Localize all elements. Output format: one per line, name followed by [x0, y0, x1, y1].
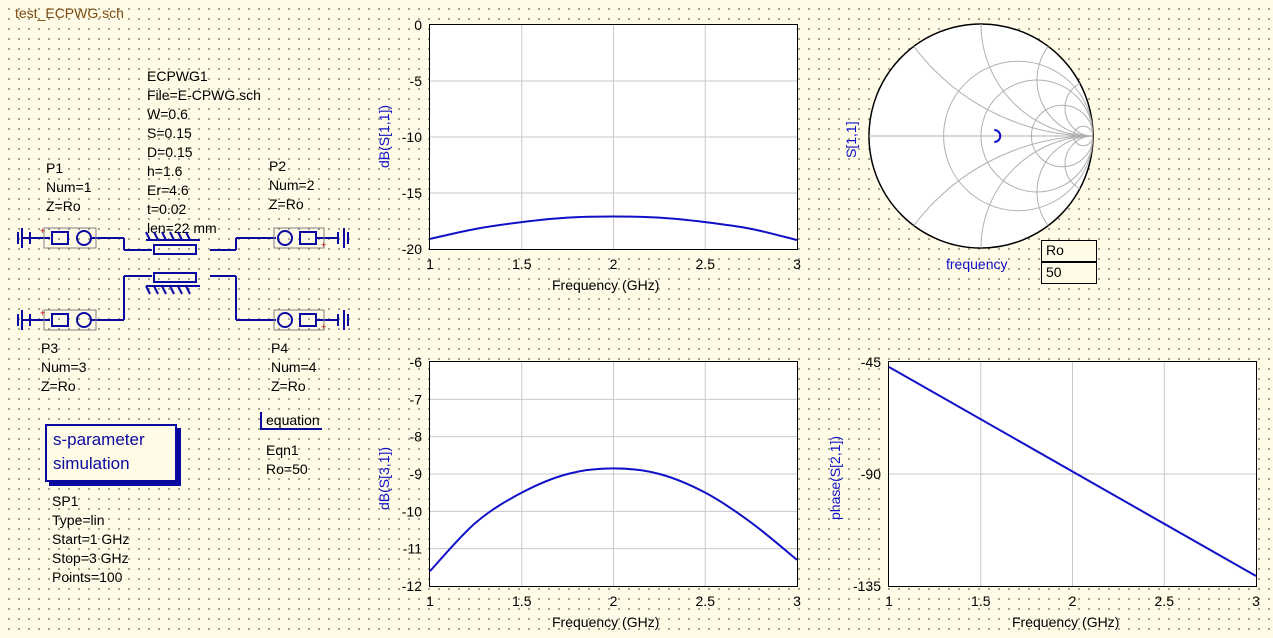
x-tick-label: 2 — [610, 256, 618, 272]
chart-s11-ylabel: dB(S[1,1]) — [376, 104, 392, 168]
sim-start: Start=1 GHz — [52, 531, 130, 547]
port-p1-label: P1 Num=1 Z=Ro — [46, 160, 92, 214]
ro-table-header: Ro — [1042, 241, 1096, 263]
component-param: File=E-CPWG.sch — [147, 87, 261, 103]
schematic-title: test_ECPWG.sch — [15, 5, 124, 21]
smith-chart[interactable] — [868, 23, 1094, 249]
sim-box-line1: s-parameter — [53, 430, 145, 449]
equation-block[interactable]: equation — [260, 412, 322, 430]
sim-type: Type=lin — [52, 512, 105, 528]
svg-text:+: + — [40, 226, 45, 236]
smith-trace — [994, 129, 1002, 143]
svg-text:+: + — [40, 308, 45, 318]
series-line — [429, 215, 798, 242]
y-tick-label: -6 — [410, 354, 423, 370]
component-param: W=0.6 — [147, 106, 188, 122]
y-tick-label: -5 — [410, 73, 423, 89]
chart-s11-db[interactable]: 1 1.5 2 2.5 3 0 -5 -10 -15 -20 — [402, 17, 801, 272]
chart-s21-ylabel: phase(S[2,1]) — [827, 435, 843, 520]
x-tick-label: 3 — [1252, 593, 1260, 609]
y-tick-label: 0 — [414, 17, 422, 33]
component-name: ECPWG1 — [147, 68, 208, 84]
x-tick-label: 3 — [793, 593, 801, 609]
x-tick-label: 2 — [610, 593, 618, 609]
port-p3-label: P3 Num=3 Z=Ro — [41, 340, 87, 394]
sim-box-line2: simulation — [53, 454, 130, 473]
x-tick-label: 2.5 — [696, 256, 716, 272]
component-param: S=0.15 — [147, 125, 192, 141]
smith-ylabel: S[1,1] — [843, 121, 859, 158]
y-tick-label: -10 — [402, 129, 422, 145]
port-p2-label: P2 Num=2 Z=Ro — [269, 158, 315, 212]
series-line — [888, 366, 1257, 577]
y-tick-label: -9 — [410, 466, 423, 482]
x-tick-label: 1 — [426, 256, 434, 272]
x-tick-label: 2.5 — [1155, 593, 1175, 609]
sparameter-simulation-block[interactable]: s-parameter simulation — [45, 424, 177, 482]
y-tick-label: -10 — [402, 503, 422, 519]
y-tick-label: -11 — [403, 541, 422, 557]
svg-text:+: + — [321, 322, 326, 332]
y-tick-label: -45 — [861, 354, 881, 370]
y-tick-label: -135 — [853, 578, 881, 594]
x-tick-label: 1.5 — [512, 256, 532, 272]
chart-s31-ylabel: dB(S[3,1]) — [376, 446, 392, 510]
x-tick-label: 2.5 — [696, 593, 716, 609]
ro-table[interactable]: Ro 50 — [1041, 240, 1097, 284]
smith-xlabel: frequency — [946, 256, 1008, 272]
y-tick-label: -12 — [402, 578, 422, 594]
component-param: Er=4.6 — [147, 182, 189, 198]
schematic-wiring: + + + + — [17, 226, 349, 332]
y-tick-label: -20 — [402, 241, 422, 257]
x-tick-label: 1 — [426, 593, 434, 609]
x-tick-label: 1.5 — [512, 593, 532, 609]
chart-s11-xlabel: Frequency (GHz) — [552, 277, 660, 293]
y-tick-label: -90 — [861, 466, 881, 482]
svg-text:+: + — [321, 240, 326, 250]
component-param: t=0.02 — [147, 201, 187, 217]
component-param: D=0.15 — [147, 144, 193, 160]
ro-table-value: 50 — [1046, 264, 1062, 280]
chart-s31-xlabel: Frequency (GHz) — [552, 614, 660, 630]
series-line — [429, 467, 798, 572]
equation-value: Ro=50 — [266, 461, 308, 477]
y-tick-label: -8 — [410, 429, 423, 445]
x-tick-label: 3 — [793, 256, 801, 272]
port-p4-label: P4 Num=4 Z=Ro — [271, 340, 317, 394]
x-tick-label: 2 — [1069, 593, 1077, 609]
x-tick-label: 1 — [885, 593, 893, 609]
x-tick-label: 1.5 — [971, 593, 991, 609]
chart-s21-phase[interactable]: 1 1.5 2 2.5 3 -45 -90 -135 — [853, 354, 1260, 609]
sim-stop: Stop=3 GHz — [52, 550, 129, 566]
y-tick-label: -7 — [410, 391, 423, 407]
sim-name: SP1 — [52, 493, 79, 509]
chart-s21-xlabel: Frequency (GHz) — [1012, 614, 1120, 630]
chart-s31-db[interactable]: 1 1.5 2 2.5 3 -6 -7 -8 -9 -10 -11 -12 — [402, 354, 801, 609]
equation-name: Eqn1 — [266, 442, 299, 458]
sim-points: Points=100 — [52, 569, 123, 585]
y-tick-label: -15 — [402, 185, 422, 201]
component-param: h=1.6 — [147, 163, 183, 179]
